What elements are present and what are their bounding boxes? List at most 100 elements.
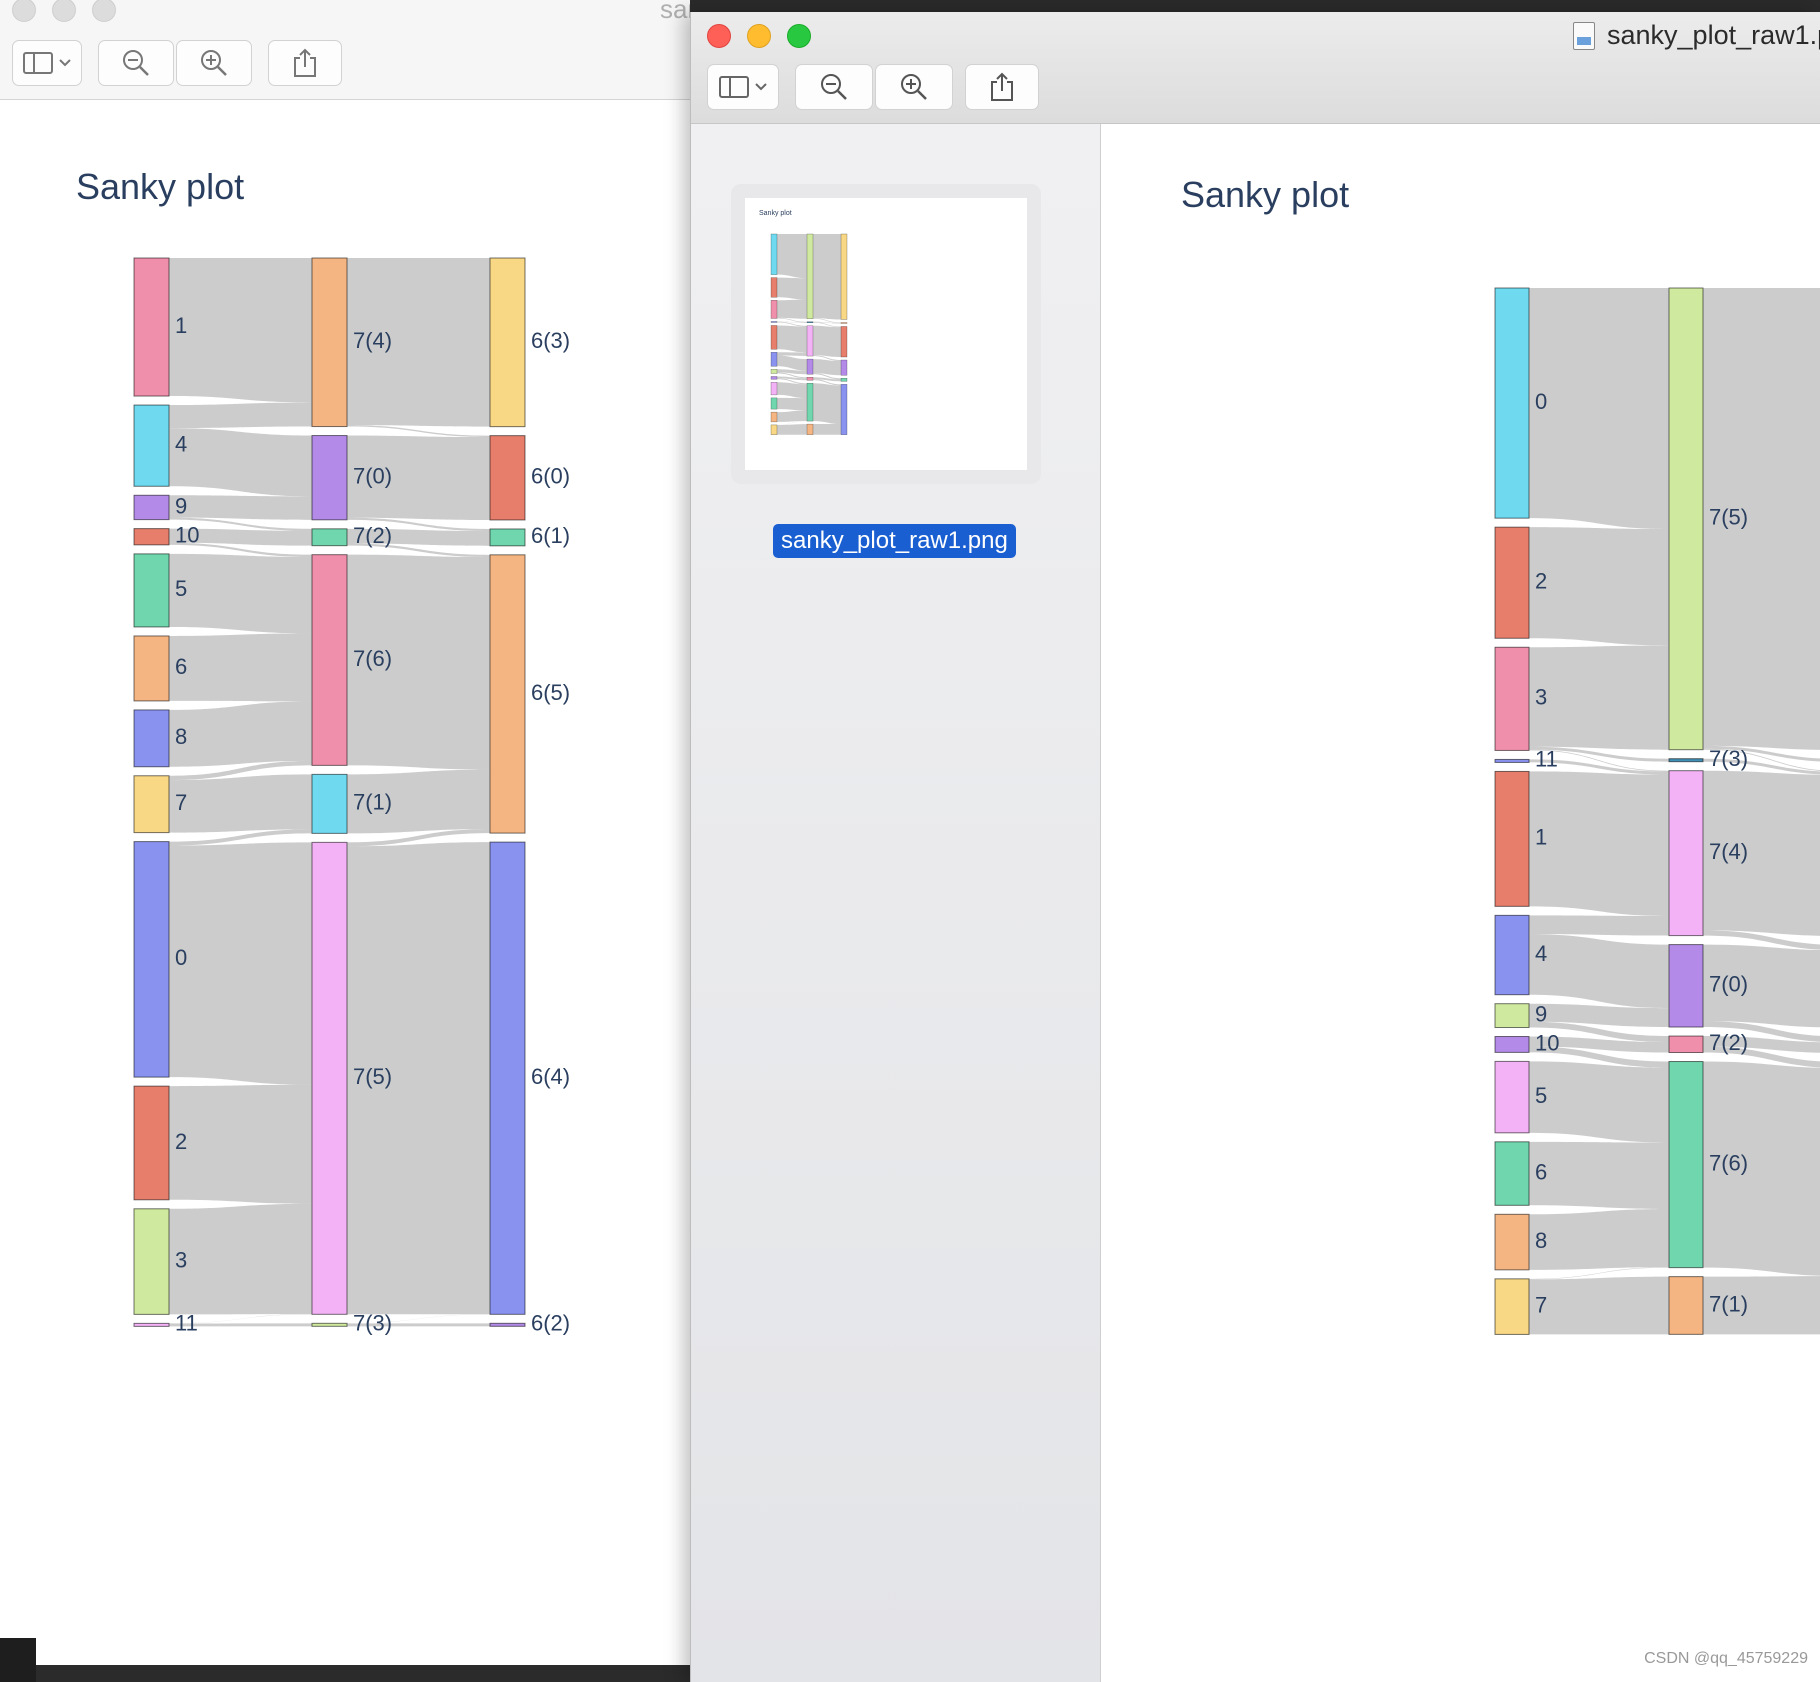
sankey-link <box>813 234 841 320</box>
sankey-node-0 <box>133 841 170 1078</box>
thumbnail-filename-label[interactable]: sanky_plot_raw1.png <box>773 524 1016 558</box>
sankey-node-7(2) <box>806 377 814 381</box>
zoom-in-button[interactable] <box>875 64 953 110</box>
sankey-node-7 <box>133 775 170 834</box>
sankey-node-label: 6(3) <box>531 328 570 353</box>
sankey-node-label: 7(3) <box>353 1311 392 1336</box>
thumbnail-selection[interactable]: Sanky plot <box>731 184 1041 484</box>
page-thumbnail[interactable]: Sanky plot <box>745 198 1027 470</box>
sankey-node-label: 6(5) <box>531 680 570 705</box>
sankey-node-label: 6 <box>1535 1159 1547 1184</box>
sankey-node-5 <box>133 553 170 628</box>
thumbnail-sidebar: Sanky plot sanky_plot_raw1.png <box>691 124 1101 1682</box>
sidebar-toggle-button[interactable] <box>707 64 779 110</box>
sankey-node-7(6) <box>311 554 348 766</box>
sankey-node-label: 10 <box>1535 1030 1559 1055</box>
foreground-titlebar: sanky_plot_raw1.png <box>691 12 1820 124</box>
close-button[interactable] <box>12 0 36 22</box>
sankey-link <box>169 633 312 702</box>
plot-title: Sanky plot <box>76 166 245 207</box>
sankey-node-6(2) <box>489 1322 526 1327</box>
sankey-link <box>777 321 807 327</box>
sankey-node-label: 7(1) <box>353 790 392 815</box>
sankey-node-label: 5 <box>1535 1083 1547 1108</box>
sankey-node-1 <box>770 325 778 350</box>
thumbnail-sankey <box>770 233 848 435</box>
sankey-node-6 <box>133 635 170 702</box>
sankey-node-7(0) <box>311 435 348 521</box>
sankey-node-9 <box>770 369 778 374</box>
sankey-link <box>777 372 807 379</box>
sankey-node-label: 7(6) <box>353 646 392 671</box>
sankey-node-8 <box>133 709 170 768</box>
window-title-text: sanky_plot_raw1.png <box>1607 20 1820 50</box>
sankey-node-7(2) <box>1668 1035 1704 1054</box>
sankey-link <box>813 379 841 386</box>
sankey-node-label: 2 <box>1535 569 1547 594</box>
sankey-link <box>1529 1061 1669 1143</box>
sankey-node-3 <box>1494 646 1530 751</box>
sankey-node-label: 7(4) <box>1709 839 1748 864</box>
sankey-link <box>1529 934 1669 1009</box>
minimize-button[interactable] <box>747 24 771 48</box>
background-titlebar: sanky_plot.png <box>0 0 690 100</box>
sankey-link <box>813 321 841 324</box>
sankey-node-7(6) <box>1668 1061 1704 1269</box>
sankey-link <box>169 495 312 520</box>
sankey-link <box>347 769 490 834</box>
sankey-link <box>777 321 807 323</box>
zoom-window-button[interactable] <box>92 0 116 22</box>
sankey-node-11 <box>770 321 778 323</box>
zoom-in-button[interactable] <box>176 40 252 86</box>
sankey-link <box>1529 1276 1669 1335</box>
sankey-node-8 <box>770 411 778 423</box>
window-title: sanky_plot.png <box>660 0 690 24</box>
sankey-link <box>1703 770 1820 936</box>
sankey-node-6(1) <box>489 528 526 547</box>
sankey-link <box>347 258 490 427</box>
window-title: sanky_plot_raw1.png <box>1573 20 1820 51</box>
sankey-link <box>777 299 807 319</box>
sankey-link <box>347 1323 490 1327</box>
sankey-node-2 <box>770 277 778 298</box>
sankey-node-11 <box>133 1322 170 1327</box>
zoom-out-button[interactable] <box>795 64 873 110</box>
sankey-link <box>777 325 807 353</box>
plot-title: Sanky plot <box>1181 174 1350 215</box>
share-icon <box>292 48 318 78</box>
share-button[interactable] <box>268 40 342 86</box>
sankey-node-6(3) <box>840 326 848 358</box>
sankey-link <box>169 1203 312 1315</box>
sankey-node-label: 11 <box>175 1311 198 1336</box>
sankey-link <box>813 325 841 358</box>
sidebar-icon <box>719 76 749 98</box>
sankey-link <box>777 382 807 399</box>
sankey-node-label: 9 <box>175 493 187 518</box>
sankey-chart-foreground: 023111491056877(5)7(3)7(4)7(0)7(2)7(6)7(… <box>1494 287 1820 1335</box>
zoom-out-button[interactable] <box>98 40 174 86</box>
sidebar-toggle-button[interactable] <box>12 40 82 86</box>
sankey-link <box>813 355 841 361</box>
sankey-node-7(0) <box>806 358 814 375</box>
sankey-link <box>1703 288 1820 750</box>
sankey-chart-background: 1 4 9 10 5 6 8 7 0 2 3 11 7(4) 7(0) 7(2) 7(6) 7(1) 7(5) 7(… <box>133 257 570 1336</box>
sankey-node-2 <box>133 1085 170 1201</box>
sankey-link <box>1529 749 1669 772</box>
sankey-link <box>813 423 841 435</box>
sankey-link <box>169 1323 312 1327</box>
sankey-node-label: 4 <box>175 431 187 456</box>
sankey-link <box>1529 759 1669 775</box>
sankey-link <box>1703 1276 1820 1335</box>
sankey-link <box>813 373 841 380</box>
document-view: Sanky plot 0 2 3 11 1 4 9 10 5 6 8 7 7(5) 7(3) 7(4) 7(0… <box>1101 124 1820 1682</box>
sankey-node-4 <box>1494 914 1530 996</box>
minimize-button[interactable] <box>52 0 76 22</box>
zoom-window-button[interactable] <box>787 24 811 48</box>
close-button[interactable] <box>707 24 731 48</box>
sankey-node-6(5) <box>840 384 848 435</box>
share-button[interactable] <box>965 64 1039 110</box>
sankey-link <box>169 542 312 557</box>
sankey-node-label: 7(3) <box>1709 746 1748 771</box>
sankey-link <box>169 1084 312 1204</box>
sankey-link <box>347 842 490 1315</box>
